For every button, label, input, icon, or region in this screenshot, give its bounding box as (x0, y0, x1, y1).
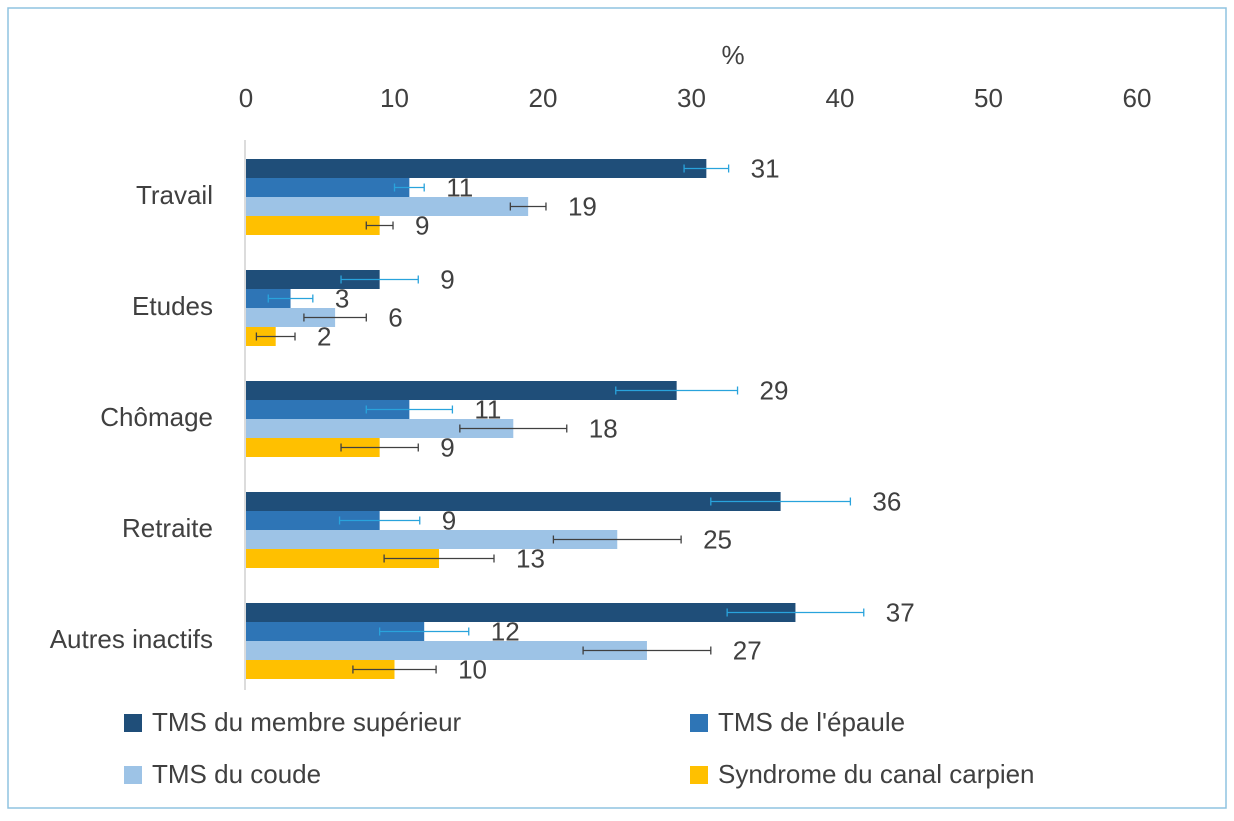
legend-label: Syndrome du canal carpien (718, 759, 1035, 789)
error-bar (352, 665, 437, 674)
error-bar (552, 535, 682, 544)
error-bar (267, 294, 314, 303)
bar (246, 159, 707, 178)
data-label: 19 (568, 191, 597, 221)
bar (246, 660, 395, 679)
bar (246, 381, 677, 400)
data-label: 9 (440, 264, 454, 294)
error-bar (365, 221, 394, 230)
bar (246, 492, 781, 511)
y-tick-label: Etudes (132, 291, 213, 321)
data-label: 37 (886, 597, 915, 627)
error-bar (509, 202, 547, 211)
data-label: 9 (415, 210, 429, 240)
x-tick-label: 20 (529, 83, 558, 113)
data-label: 3 (335, 283, 349, 313)
data-label: 9 (440, 432, 454, 462)
bar (246, 400, 410, 419)
bar (246, 270, 380, 289)
legend-label: TMS de l'épaule (718, 707, 905, 737)
bar (246, 308, 336, 327)
legend-swatch (124, 714, 142, 732)
data-label: 18 (589, 413, 618, 443)
data-label: 13 (516, 543, 545, 573)
error-bar (726, 608, 865, 617)
bar (246, 603, 796, 622)
error-bar (683, 164, 730, 173)
x-tick-label: 50 (974, 83, 1003, 113)
y-tick-label: Retraite (122, 513, 213, 543)
data-label: 31 (751, 153, 780, 183)
y-tick-label: Autres inactifs (50, 624, 213, 654)
data-label: 27 (733, 635, 762, 665)
x-tick-label: 0 (239, 83, 253, 113)
bar (246, 511, 380, 530)
error-bar (378, 627, 470, 636)
bar (246, 419, 514, 438)
error-bar (383, 554, 495, 563)
x-tick-label: 10 (380, 83, 409, 113)
data-label: 36 (872, 486, 901, 516)
y-tick-label: Chômage (100, 402, 213, 432)
bar (246, 216, 380, 235)
legend-swatch (124, 766, 142, 784)
error-bar (615, 386, 739, 395)
bar (246, 438, 380, 457)
x-tick-label: 30 (677, 83, 706, 113)
legend-label: TMS du coude (152, 759, 321, 789)
chart-frame (7, 7, 1227, 809)
error-bar (340, 443, 419, 452)
data-label: 25 (703, 524, 732, 554)
bar (246, 178, 410, 197)
data-label: 2 (317, 321, 331, 351)
x-tick-label: 60 (1123, 83, 1152, 113)
legend-swatch (690, 714, 708, 732)
error-bar (365, 405, 454, 414)
error-bar (303, 313, 367, 322)
bar (246, 530, 618, 549)
axis-title: % (721, 40, 744, 70)
bar (246, 622, 425, 641)
y-tick-label: Travail (136, 180, 213, 210)
error-bar (255, 332, 296, 341)
error-bar (710, 497, 852, 506)
data-label: 9 (442, 505, 456, 535)
error-bar (393, 183, 425, 192)
x-tick-label: 40 (826, 83, 855, 113)
data-label: 6 (388, 302, 402, 332)
error-bar (582, 646, 712, 655)
bar (246, 197, 529, 216)
error-bar (340, 275, 419, 284)
bar (246, 549, 440, 568)
bar (246, 641, 647, 660)
error-bar (338, 516, 421, 525)
legend-label: TMS du membre supérieur (152, 707, 462, 737)
legend-swatch (690, 766, 708, 784)
data-label: 29 (760, 375, 789, 405)
error-bar (459, 424, 568, 433)
data-label: 10 (458, 654, 487, 684)
